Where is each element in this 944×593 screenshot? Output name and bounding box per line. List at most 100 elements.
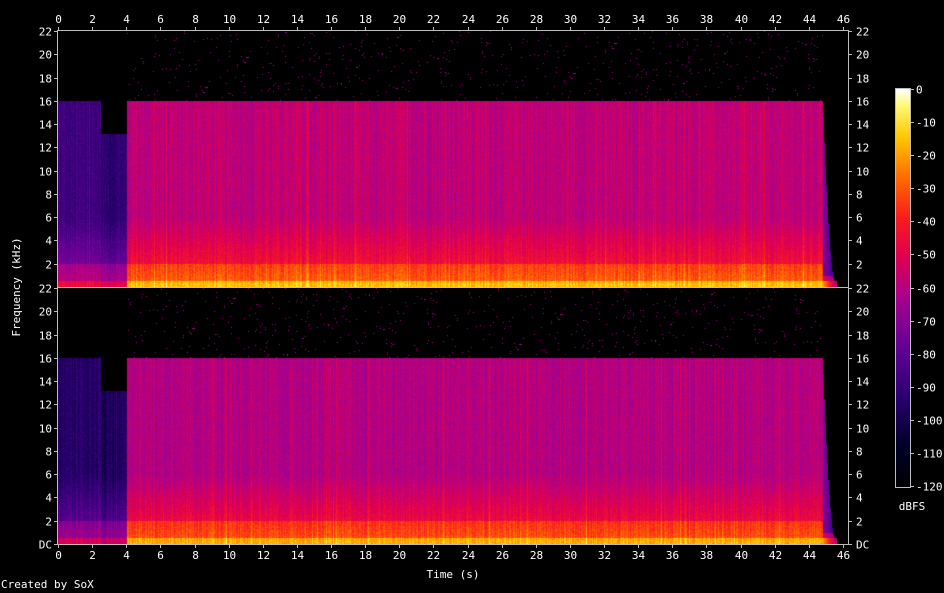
y-tick-label-right-bottom: 22 bbox=[856, 283, 869, 296]
x-tick-label-top: 28 bbox=[530, 13, 543, 26]
y-tick-label-right-top: 12 bbox=[856, 142, 869, 155]
y-tick-label-left-bottom: 12 bbox=[39, 399, 52, 412]
plot-border-top bbox=[57, 30, 849, 288]
x-tick-label-bottom: 16 bbox=[325, 549, 338, 562]
x-tick-label-bottom: 0 bbox=[55, 549, 62, 562]
y-tick-label-right-bottom: 8 bbox=[856, 446, 863, 459]
tick-marks bbox=[54, 27, 914, 548]
y-tick-label-left-bottom: 8 bbox=[45, 446, 52, 459]
spectrogram-channel-2 bbox=[58, 288, 848, 544]
x-tick-label-bottom: 14 bbox=[291, 549, 305, 562]
y-tick-label-right-top: 10 bbox=[856, 166, 869, 179]
y-tick-label-left-top: 4 bbox=[45, 235, 52, 248]
x-tick-label-bottom: 28 bbox=[530, 549, 543, 562]
x-tick-label-bottom: 38 bbox=[700, 549, 713, 562]
y-tick-label-right-bottom: 18 bbox=[856, 330, 869, 343]
spectrogram-channel-1 bbox=[58, 31, 848, 287]
x-tick-label-bottom: 2 bbox=[89, 549, 96, 562]
colorbar-label: dBFS bbox=[899, 500, 926, 513]
x-tick-label-top: 42 bbox=[769, 13, 782, 26]
x-tick-label-top: 6 bbox=[157, 13, 164, 26]
y-tick-label-right-bottom: 6 bbox=[856, 469, 863, 482]
colorbar-tick-label: -120 bbox=[916, 481, 943, 494]
y-tick-label-right-bottom: 10 bbox=[856, 423, 869, 436]
x-tick-label-top: 46 bbox=[837, 13, 850, 26]
y-tick-label-left-top: 16 bbox=[39, 96, 52, 109]
y-tick-label-left-top: 10 bbox=[39, 166, 52, 179]
y-tick-label-left-bottom: 6 bbox=[45, 469, 52, 482]
colorbar-tick-label: -50 bbox=[916, 249, 936, 262]
colorbar-tick-label: -20 bbox=[916, 150, 936, 163]
x-tick-label-bottom: 4 bbox=[123, 549, 130, 562]
y-axis-label: Frequency (kHz) bbox=[10, 237, 23, 336]
x-axis-label: Time (s) bbox=[427, 568, 480, 581]
y-tick-label-right-bottom: 12 bbox=[856, 399, 869, 412]
y-tick-label-left-bottom: 16 bbox=[39, 353, 52, 366]
x-tick-label-bottom: 40 bbox=[735, 549, 748, 562]
x-tick-label-top: 0 bbox=[55, 13, 62, 26]
colorbar-tick-label: -100 bbox=[916, 415, 943, 428]
x-tick-label-top: 38 bbox=[700, 13, 713, 26]
x-tick-label-bottom: 30 bbox=[564, 549, 577, 562]
y-tick-label-left-top: 14 bbox=[39, 119, 53, 132]
x-tick-label-top: 32 bbox=[598, 13, 611, 26]
y-tick-label-right-top: 22 bbox=[856, 26, 869, 39]
y-tick-label-left-top: 20 bbox=[39, 49, 52, 62]
colorbar-border bbox=[895, 88, 911, 488]
colorbar-tick-label: -80 bbox=[916, 349, 936, 362]
y-tick-label-right-top: 2 bbox=[856, 259, 863, 272]
x-tick-label-top: 34 bbox=[632, 13, 646, 26]
y-tick-label-left-top: 8 bbox=[45, 189, 52, 202]
colorbar bbox=[896, 89, 910, 487]
y-tick-label-left-top: 12 bbox=[39, 142, 52, 155]
x-tick-label-bottom: 22 bbox=[427, 549, 440, 562]
y-tick-label-right-bottom: 4 bbox=[856, 492, 863, 505]
x-tick-label-top: 2 bbox=[89, 13, 96, 26]
x-tick-label-bottom: 24 bbox=[462, 549, 476, 562]
x-tick-label-bottom: 42 bbox=[769, 549, 782, 562]
colorbar-tick-label: -110 bbox=[916, 448, 943, 461]
x-tick-label-top: 10 bbox=[223, 13, 236, 26]
y-tick-label-left-top: 22 bbox=[39, 26, 52, 39]
x-tick-label-top: 12 bbox=[257, 13, 270, 26]
y-tick-label-left-top: 2 bbox=[45, 259, 52, 272]
x-tick-label-bottom: 26 bbox=[496, 549, 509, 562]
colorbar-tick-label: -40 bbox=[916, 216, 936, 229]
y-tick-label-right-bottom: 20 bbox=[856, 306, 869, 319]
y-tick-label-right-bottom: 16 bbox=[856, 353, 869, 366]
x-tick-label-bottom: 32 bbox=[598, 549, 611, 562]
y-tick-label-right-top: 4 bbox=[856, 235, 863, 248]
y-tick-label-left-top: 18 bbox=[39, 73, 52, 86]
colorbar-tick-label: 0 bbox=[916, 84, 923, 97]
y-tick-label-left-bottom: 2 bbox=[45, 516, 52, 529]
colorbar-tick-label: -90 bbox=[916, 382, 936, 395]
y-tick-label-right-bottom: 14 bbox=[856, 376, 870, 389]
y-tick-label-right-top: 6 bbox=[856, 212, 863, 225]
x-tick-label-top: 30 bbox=[564, 13, 577, 26]
x-tick-label-top: 40 bbox=[735, 13, 748, 26]
tick-labels: 0022446688101012121414161618182020222224… bbox=[39, 13, 943, 562]
y-tick-label-left-bottom: 22 bbox=[39, 283, 52, 296]
y-tick-label-right-top: 14 bbox=[856, 119, 870, 132]
y-tick-label-left-top: 6 bbox=[45, 212, 52, 225]
x-tick-label-top: 22 bbox=[427, 13, 440, 26]
colorbar-tick-label: -60 bbox=[916, 283, 936, 296]
y-tick-label-left-bottom: 14 bbox=[39, 376, 53, 389]
y-tick-label-right-bottom: 2 bbox=[856, 516, 863, 529]
footer-credit: Created by SoX bbox=[1, 578, 94, 591]
colorbar-tick-label: -30 bbox=[916, 183, 936, 196]
y-tick-label-left-bottom: 18 bbox=[39, 330, 52, 343]
x-tick-label-top: 16 bbox=[325, 13, 338, 26]
y-tick-label-left-bottom: 20 bbox=[39, 306, 52, 319]
y-tick-label-left-bottom: 4 bbox=[45, 492, 52, 505]
y-tick-label-right-top: 18 bbox=[856, 73, 869, 86]
x-tick-label-top: 36 bbox=[666, 13, 679, 26]
colorbar-tick-label: -70 bbox=[916, 316, 936, 329]
colorbar-tick-label: -10 bbox=[916, 117, 936, 130]
y-tick-label-left-bottom: 10 bbox=[39, 423, 52, 436]
x-tick-label-bottom: 6 bbox=[157, 549, 164, 562]
x-tick-label-top: 18 bbox=[359, 13, 372, 26]
x-tick-label-bottom: 46 bbox=[837, 549, 850, 562]
